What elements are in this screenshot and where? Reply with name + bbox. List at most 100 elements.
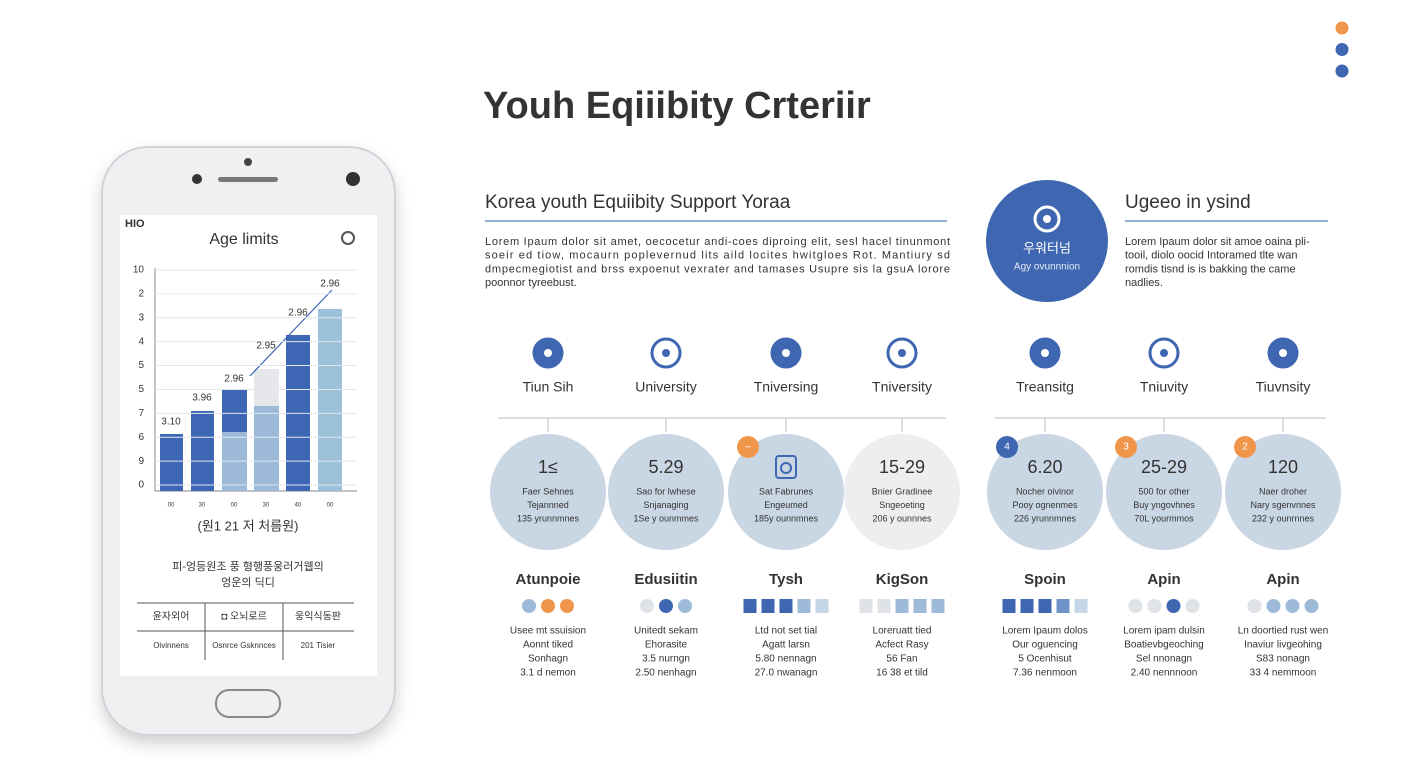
item-marker (931, 599, 945, 613)
badge-icon (1043, 215, 1051, 223)
page-title: Youh Eqiiibity Crteriir (483, 85, 871, 127)
phone-y-label: 0 (138, 480, 144, 491)
column-icon (1041, 349, 1049, 357)
item-marker (797, 599, 811, 613)
item-marker (1020, 599, 1034, 613)
section-text: romdis tisnd is is bakking the came (1125, 263, 1296, 275)
item-line: Ln doortied rust wen (1238, 626, 1329, 637)
column-icon (1160, 349, 1168, 357)
stat-value: 1≤ (538, 457, 558, 477)
stat-badge (1115, 436, 1137, 458)
item-marker (1304, 599, 1319, 613)
phone-y-label: 10 (133, 265, 145, 276)
item-name: KigSon (876, 571, 929, 588)
column-icon-label: Tniversing (754, 379, 819, 395)
stat-line: Sat Fabrunes (759, 486, 814, 496)
column-icon (1148, 337, 1180, 369)
item-name: Apin (1266, 571, 1299, 588)
phone-home-button (215, 689, 281, 718)
stat-line: 226 yrunnmnes (1014, 513, 1077, 523)
item-marker (913, 599, 927, 613)
item-marker (541, 599, 555, 613)
phone-bar-label: 3.96 (192, 393, 212, 404)
item-line: Aonnt tiked (523, 640, 573, 651)
phone-y-label: 3 (138, 312, 144, 323)
column-icon (662, 349, 670, 357)
item-line: 2.40 nennnoon (1131, 668, 1198, 679)
phone-status: HIO (125, 218, 145, 230)
column-icon-label: Tniversity (872, 379, 932, 395)
column-icon (886, 337, 918, 369)
table-cell: 웅익식동판 (295, 611, 341, 623)
stat-line: Snjanaging (643, 500, 688, 510)
item-line: 5 Ocenhisut (1018, 654, 1072, 665)
column-icon (544, 349, 552, 357)
table-cell: Osnrce Gsknnces (212, 641, 276, 650)
section-heading: Ugeeo in ysind (1125, 192, 1251, 213)
stat-circle (490, 434, 606, 550)
item-marker (877, 599, 891, 613)
stat-badge (737, 436, 759, 458)
table-cell: ◘ 오뇌로르 (221, 611, 267, 623)
phone-x-label: 40 (295, 503, 302, 509)
section-text: nadlies. (1125, 277, 1163, 289)
phone-description: 엉운의 딕디 (221, 576, 275, 589)
phone-x-label: 00 (327, 503, 334, 509)
phone-bar (222, 390, 247, 432)
stat-circle (844, 434, 960, 550)
stat-badge (1234, 436, 1256, 458)
item-line: 16 38 et tild (876, 668, 928, 679)
item-marker (1074, 599, 1088, 613)
item-marker (815, 599, 829, 613)
item-marker (1002, 599, 1016, 613)
stat-line: Naer droher (1259, 486, 1307, 496)
item-marker (859, 599, 873, 613)
phone-bar-label: 2.96 (320, 279, 340, 290)
phone-bar-label: 2.96 (288, 308, 308, 319)
item-name: Atunpoie (516, 571, 581, 588)
phone-y-label: 2 (138, 289, 144, 300)
phone-camera (244, 158, 252, 166)
stat-badge-text: – (745, 442, 751, 453)
column-icon (1279, 349, 1287, 357)
item-line: Unitedt sekam (634, 626, 698, 637)
column-icon-label: Treansitg (1016, 379, 1074, 395)
item-line: Loreruatt tied (873, 626, 932, 637)
stat-line: 232 y ounrnnes (1252, 513, 1315, 523)
stat-icon (780, 462, 792, 474)
phone-sensor (192, 174, 202, 184)
item-marker (1166, 599, 1181, 613)
item-marker (1147, 599, 1162, 613)
stat-line: Sao for lwhese (636, 486, 696, 496)
stat-line: 135 yrunnmnes (517, 513, 580, 523)
item-marker (779, 599, 793, 613)
item-line: 7.36 nenmoon (1013, 668, 1077, 679)
stat-badge-text: 2 (1242, 442, 1248, 453)
section-text: tooil, diolo oocid Intoramed tlte wan (1125, 250, 1297, 262)
phone-x-label: 30 (199, 503, 206, 509)
column-icon-label: Tiuvnsity (1256, 379, 1311, 395)
item-line: Agatt larsn (762, 640, 810, 651)
phone-bar (191, 411, 214, 491)
column-icon-label: University (635, 379, 696, 395)
stat-line: Engeumed (764, 500, 808, 510)
column-icon-label: Tiun Sih (523, 379, 574, 395)
stat-circle (608, 434, 724, 550)
stat-value: 120 (1268, 457, 1298, 477)
item-line: 27.0 nwanagn (755, 668, 818, 679)
stat-circle (987, 434, 1103, 550)
section-text: Lorem Ipaum dolor sit amet, oecocetur an… (485, 236, 950, 248)
column-icon (650, 337, 682, 369)
phone-chart-title: Age limits (209, 231, 278, 248)
item-line: 5.80 nennagn (755, 654, 816, 665)
stat-value: 25-29 (1141, 457, 1187, 477)
stat-circle (1106, 434, 1222, 550)
item-marker (761, 599, 775, 613)
section-text: poonnor tyreebust. (485, 277, 577, 289)
phone-x-label: 00 (168, 503, 175, 509)
phone-bar (160, 434, 183, 491)
column-icon (782, 349, 790, 357)
phone-y-label: 7 (138, 408, 144, 419)
